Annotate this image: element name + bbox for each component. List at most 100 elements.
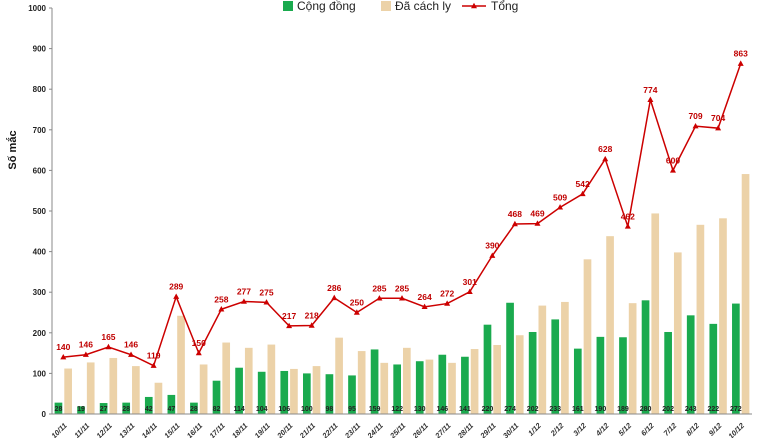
total-value-label: 218	[305, 310, 319, 320]
bar-da-cach-ly	[538, 305, 547, 414]
bar-cong-dong	[664, 331, 672, 414]
x-tick-label: 23/11	[342, 421, 362, 438]
total-value-label: 275	[259, 287, 273, 297]
bar-da-cach-ly	[403, 347, 411, 414]
bar-value-label: 122	[391, 406, 403, 413]
total-point	[376, 295, 383, 301]
bar-value-label: 141	[459, 406, 471, 413]
bar-cong-dong	[212, 380, 221, 414]
bar-value-label: 202	[527, 406, 539, 413]
y-tick-label: 800	[33, 85, 47, 94]
bar-value-label: 274	[504, 406, 516, 413]
legend-label-da-cach-ly: Đã cách ly	[395, 0, 451, 13]
total-value-label: 709	[688, 111, 702, 121]
x-tick-label: 5/12	[617, 420, 634, 437]
bar-da-cach-ly	[561, 301, 569, 414]
total-point	[466, 288, 473, 294]
total-point	[444, 300, 451, 306]
y-tick-label: 1000	[28, 4, 46, 13]
bar-value-label: 272	[730, 406, 742, 413]
x-tick-label: 4/12	[593, 420, 611, 438]
legend-swatch-da-cach-ly	[381, 1, 391, 11]
bar-value-label: 28	[55, 406, 63, 413]
legend-marker-tong	[471, 2, 477, 9]
total-value-label: 146	[124, 340, 138, 350]
bar-cong-dong	[325, 374, 334, 414]
x-tick-label: 2/12	[548, 420, 566, 438]
x-tick-label: 14/11	[140, 421, 159, 438]
total-value-label: 119	[147, 351, 161, 361]
total-point	[331, 294, 338, 301]
x-tick-label: 10/12	[726, 420, 746, 438]
total-point	[669, 167, 676, 173]
bar-da-cach-ly	[357, 351, 366, 414]
legend-swatch-cong-dong	[283, 1, 293, 11]
bar-value-label: 222	[707, 406, 719, 413]
bar-value-label: 243	[685, 406, 697, 413]
bar-da-cach-ly	[177, 315, 185, 414]
x-tick-label: 16/11	[185, 421, 204, 438]
x-tick-label: 24/11	[365, 421, 385, 438]
total-value-label: 468	[508, 209, 522, 219]
bar-cong-dong	[461, 356, 469, 414]
bar-da-cach-ly	[583, 259, 592, 414]
total-point	[579, 190, 586, 197]
bar-cong-dong	[528, 331, 537, 414]
total-point	[534, 220, 541, 226]
x-tick-label: 20/11	[275, 421, 295, 438]
bar-da-cach-ly	[109, 357, 118, 414]
x-tick-label: 7/12	[662, 420, 679, 437]
total-point	[421, 303, 428, 310]
total-point	[353, 309, 360, 315]
bar-da-cach-ly	[425, 359, 434, 414]
x-tick-label: 11/11	[72, 421, 91, 438]
bar-value-label: 47	[167, 406, 175, 413]
legend-label-cong-dong: Cộng đồng	[297, 0, 356, 13]
y-tick-label: 400	[33, 248, 47, 257]
bar-da-cach-ly	[86, 362, 95, 414]
bar-cong-dong	[506, 302, 514, 414]
bar-da-cach-ly	[64, 368, 72, 414]
total-point	[624, 223, 631, 229]
total-point	[692, 122, 699, 129]
total-point	[647, 96, 654, 102]
bar-da-cach-ly	[696, 224, 705, 414]
x-tick-label: 3/12	[571, 420, 588, 437]
bar-da-cach-ly	[154, 382, 163, 414]
bar-cong-dong	[167, 394, 176, 414]
total-value-label: 509	[553, 192, 567, 202]
bar-value-label: 161	[572, 406, 584, 413]
bar-cong-dong	[709, 323, 718, 414]
total-value-label: 146	[79, 340, 93, 350]
total-value-label: 600	[666, 155, 680, 165]
bar-da-cach-ly	[199, 364, 208, 414]
bar-value-label: 189	[617, 406, 629, 413]
total-point	[737, 60, 744, 66]
x-tick-label: 19/11	[253, 421, 272, 438]
bar-da-cach-ly	[628, 303, 637, 414]
y-tick-label: 900	[33, 45, 47, 54]
total-value-label: 863	[734, 49, 748, 59]
total-value-label: 250	[350, 298, 364, 308]
total-value-label: 469	[530, 209, 544, 219]
bar-cong-dong	[551, 319, 560, 414]
x-tick-label: 12/11	[95, 421, 114, 438]
total-point	[263, 299, 270, 305]
bar-value-label: 233	[549, 406, 561, 413]
total-value-label: 272	[440, 289, 454, 299]
x-tick-label: 22/11	[320, 421, 340, 438]
legend-label-tong: Tổng	[491, 0, 518, 13]
bar-cong-dong	[280, 370, 289, 414]
total-value-label: 285	[372, 283, 386, 293]
total-point	[218, 306, 225, 312]
y-tick-label: 100	[33, 369, 47, 378]
bar-value-label: 114	[233, 406, 244, 413]
bar-da-cach-ly	[606, 236, 614, 414]
total-value-label: 150	[192, 338, 206, 348]
bar-cong-dong	[77, 406, 85, 414]
bar-value-label: 98	[326, 406, 334, 413]
bar-cong-dong	[619, 337, 627, 414]
total-value-label: 289	[169, 282, 183, 292]
total-point	[105, 343, 112, 350]
total-point	[60, 353, 67, 360]
